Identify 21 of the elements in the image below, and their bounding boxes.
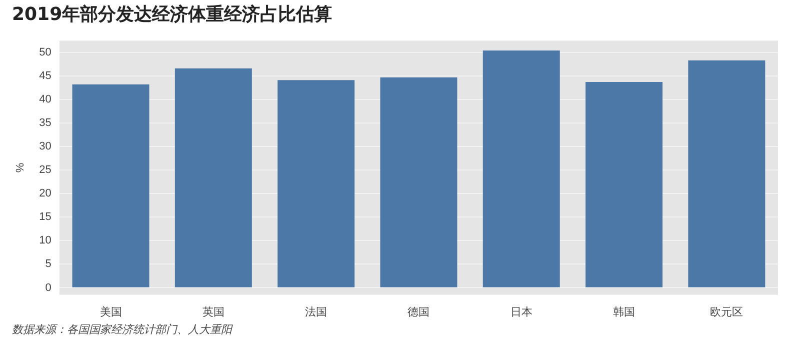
x-tick-label: 美国 [100,305,122,318]
y-tick-label: 45 [39,70,52,82]
y-tick-label: 50 [39,46,52,58]
x-tick-label: 英国 [202,305,224,318]
y-tick-label: 10 [39,234,52,247]
x-tick-label: 德国 [408,306,430,318]
y-tick-label: 20 [39,188,52,200]
x-tick-label: 欧元区 [710,306,744,318]
x-tick-label: 法国 [305,305,328,318]
y-tick-label: 40 [39,93,52,106]
y-tick-label: 35 [39,117,52,130]
y-tick-label: 30 [39,140,52,153]
chart-title: 2019年部分发达经济体重经济占比估算 [12,3,332,26]
y-tick-label: 25 [39,164,52,176]
y-axis-title: % [14,162,27,173]
source-note: 数据来源：各国国家经济统计部门、人大重阳 [12,322,232,337]
y-tick-label: 0 [45,282,52,294]
x-tick-label: 日本 [510,305,532,318]
x-tick-label: 韩国 [613,305,636,318]
y-tick-label: 5 [45,258,52,270]
y-tick-label: 15 [39,211,52,224]
